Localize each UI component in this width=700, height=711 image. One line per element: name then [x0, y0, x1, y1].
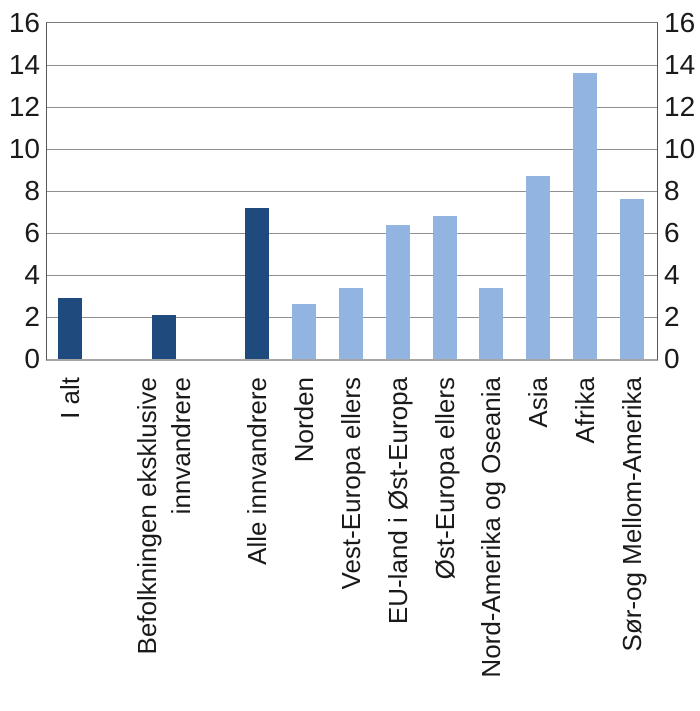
- y-tick-label-left: 16: [8, 7, 40, 38]
- y-tick-label-left: 12: [8, 91, 40, 122]
- category-label: Vest-Europa ellers: [335, 377, 366, 590]
- gridline: [47, 191, 657, 192]
- gridline: [47, 275, 657, 276]
- y-tick-label-right: 8: [664, 175, 680, 206]
- category-label: Befolkningen eksklusive innvandrere: [131, 377, 196, 655]
- x-label-slot: Norden: [281, 377, 328, 711]
- x-label-slot: Øst-Europa ellers: [421, 377, 468, 711]
- y-tick-label-left: 8: [24, 175, 40, 206]
- bar: [620, 199, 644, 359]
- y-tick-label-right: 0: [664, 343, 680, 374]
- category-label: Alle innvandrere: [242, 377, 273, 565]
- y-tick-label-left: 2: [24, 301, 40, 332]
- x-label-slot: Vest-Europa ellers: [328, 377, 375, 711]
- y-tick-label-right: 16: [664, 7, 696, 38]
- x-label-slot: I alt: [47, 377, 94, 711]
- category-label: Nord-Amerika og Oseania: [476, 377, 507, 678]
- category-label: Sør-og Mellom-Amerika: [616, 377, 647, 652]
- category-label: Øst-Europa ellers: [429, 377, 460, 580]
- y-tick-label-right: 4: [664, 259, 680, 290]
- y-tick-label-right: 10: [664, 133, 696, 164]
- x-label-slot: Nord-Amerika og Oseania: [468, 377, 515, 711]
- category-label: I alt: [55, 377, 86, 419]
- bar: [339, 287, 363, 359]
- x-label-slot: Afrika: [561, 377, 608, 711]
- bar: [58, 298, 82, 359]
- y-tick-label-right: 12: [664, 91, 696, 122]
- y-tick-label-left: 6: [24, 217, 40, 248]
- x-label-slot: Alle innvandrere: [234, 377, 281, 711]
- gridline: [47, 149, 657, 150]
- category-label: EU-land i Øst-Europa: [382, 377, 413, 625]
- y-tick-label-right: 14: [664, 49, 696, 80]
- x-axis-labels: I alt Befolkningen eksklusive innvandrere…: [47, 377, 657, 711]
- y-tick-label-left: 0: [24, 343, 40, 374]
- bar: [245, 207, 269, 359]
- y-tick-label-left: 10: [8, 133, 40, 164]
- bar: [573, 73, 597, 359]
- bar: [292, 304, 316, 359]
- category-label: Norden: [289, 377, 320, 463]
- y-axis-labels-right: 16 14 12 10 8 6 4 2 0: [664, 7, 700, 374]
- gridline: [47, 233, 657, 234]
- x-label-slot: Sør-og Mellom-Amerika: [608, 377, 655, 711]
- plot-area: [46, 22, 658, 361]
- category-label: Afrika: [569, 377, 600, 444]
- y-tick-label-right: 6: [664, 217, 680, 248]
- x-label-slot: Befolkningen eksklusive innvandrere: [132, 377, 196, 711]
- bar: [152, 314, 176, 359]
- bar: [479, 287, 503, 359]
- x-label-slot: EU-land i Øst-Europa: [374, 377, 421, 711]
- gridline: [47, 65, 657, 66]
- gridline: [47, 107, 657, 108]
- y-tick-label-left: 14: [8, 49, 40, 80]
- bar: [526, 176, 550, 359]
- y-axis-labels-left: 16 14 12 10 8 6 4 2 0: [0, 7, 40, 374]
- y-tick-label-right: 2: [664, 301, 680, 332]
- x-label-slot: Asia: [515, 377, 562, 711]
- category-label: Asia: [523, 377, 554, 428]
- bar: [386, 224, 410, 359]
- y-tick-label-left: 4: [24, 259, 40, 290]
- bar: [433, 216, 457, 359]
